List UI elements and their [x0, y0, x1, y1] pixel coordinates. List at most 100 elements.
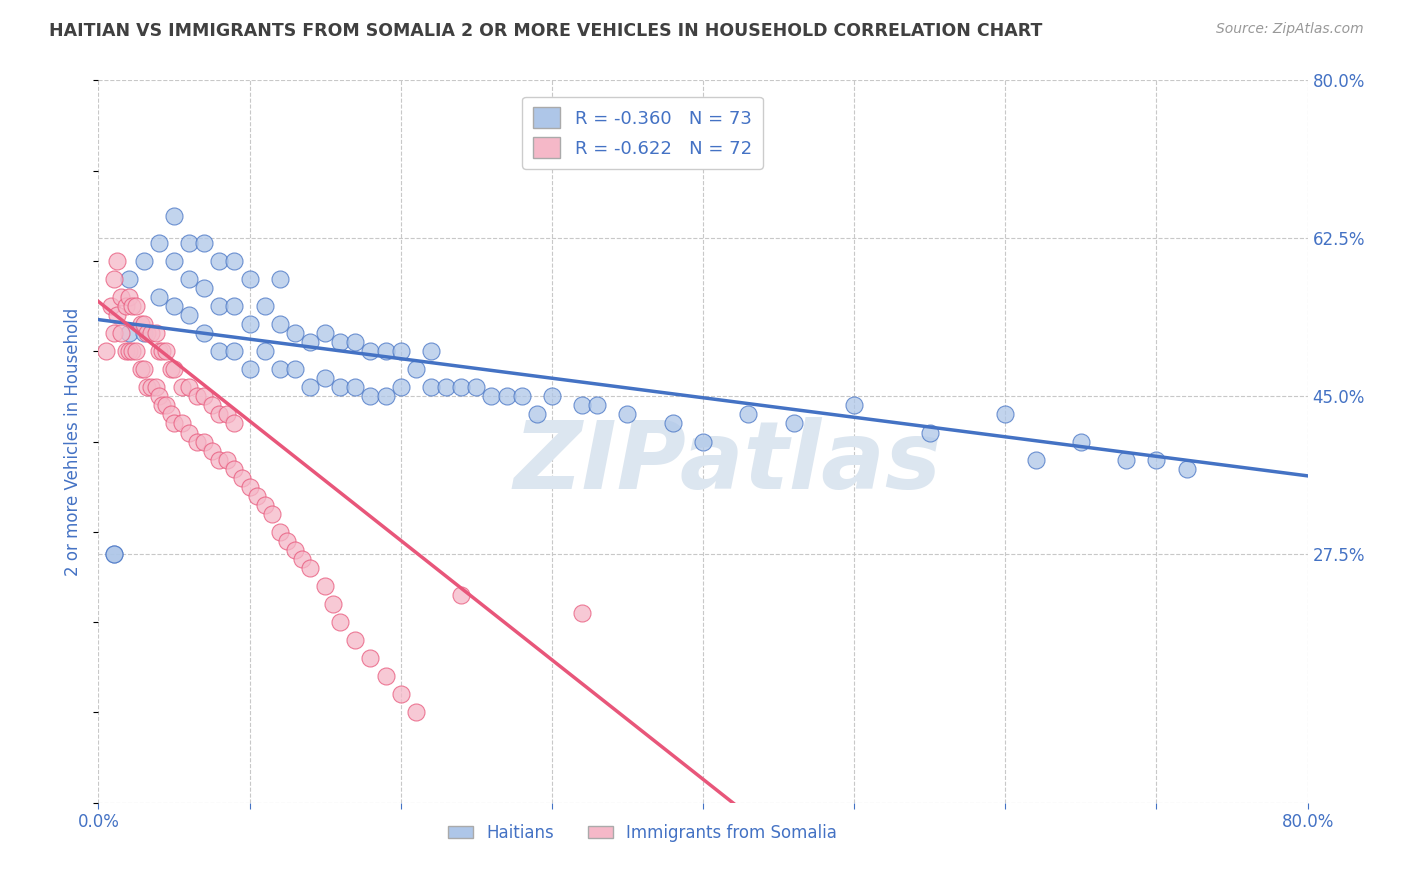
Point	[132, 326, 155, 340]
Point	[118, 344, 141, 359]
Point	[571, 398, 593, 412]
Point	[1175, 461, 1198, 475]
Point	[208, 344, 231, 359]
Point	[141, 380, 163, 394]
Point	[193, 389, 215, 403]
Point	[118, 326, 141, 340]
Point	[329, 380, 352, 394]
Point	[360, 389, 382, 403]
Point	[118, 290, 141, 304]
Point	[193, 235, 215, 250]
Point	[179, 380, 201, 394]
Point	[160, 362, 183, 376]
Point	[374, 389, 396, 403]
Point	[145, 326, 167, 340]
Point	[586, 398, 609, 412]
Point	[208, 452, 231, 467]
Point	[170, 380, 193, 394]
Point	[186, 389, 208, 403]
Point	[103, 548, 125, 562]
Point	[405, 706, 427, 720]
Point	[314, 326, 336, 340]
Point	[148, 344, 170, 359]
Point	[262, 507, 284, 521]
Point	[510, 389, 533, 403]
Point	[783, 417, 806, 431]
Point	[201, 443, 224, 458]
Point	[314, 579, 336, 593]
Point	[103, 548, 125, 562]
Point	[329, 335, 352, 350]
Point	[571, 606, 593, 620]
Point	[224, 299, 246, 313]
Point	[132, 254, 155, 268]
Point	[110, 326, 132, 340]
Point	[193, 326, 215, 340]
Point	[179, 425, 201, 440]
Point	[299, 561, 322, 575]
Point	[114, 299, 136, 313]
Point	[186, 434, 208, 449]
Point	[103, 326, 125, 340]
Point	[231, 471, 253, 485]
Point	[135, 326, 157, 340]
Point	[145, 380, 167, 394]
Point	[526, 408, 548, 422]
Point	[160, 408, 183, 422]
Point	[163, 417, 186, 431]
Point	[121, 344, 143, 359]
Point	[616, 408, 638, 422]
Point	[481, 389, 503, 403]
Point	[179, 308, 201, 322]
Point	[163, 254, 186, 268]
Point	[420, 380, 443, 394]
Point	[360, 344, 382, 359]
Point	[389, 687, 412, 701]
Point	[132, 317, 155, 331]
Point	[918, 425, 941, 440]
Point	[1070, 434, 1092, 449]
Text: HAITIAN VS IMMIGRANTS FROM SOMALIA 2 OR MORE VEHICLES IN HOUSEHOLD CORRELATION C: HAITIAN VS IMMIGRANTS FROM SOMALIA 2 OR …	[49, 22, 1043, 40]
Point	[737, 408, 759, 422]
Point	[239, 362, 262, 376]
Point	[420, 344, 443, 359]
Point	[434, 380, 457, 394]
Point	[148, 290, 170, 304]
Point	[114, 344, 136, 359]
Point	[135, 380, 157, 394]
Point	[239, 317, 262, 331]
Point	[103, 272, 125, 286]
Y-axis label: 2 or more Vehicles in Household: 2 or more Vehicles in Household	[65, 308, 83, 575]
Point	[224, 254, 246, 268]
Point	[155, 344, 177, 359]
Point	[1024, 452, 1046, 467]
Point	[495, 389, 517, 403]
Point	[314, 371, 336, 385]
Point	[246, 489, 269, 503]
Point	[224, 344, 246, 359]
Point	[389, 380, 412, 394]
Point	[253, 498, 276, 512]
Point	[193, 434, 215, 449]
Point	[844, 398, 866, 412]
Point	[208, 254, 231, 268]
Point	[201, 398, 224, 412]
Point	[291, 552, 314, 566]
Point	[215, 452, 238, 467]
Point	[284, 542, 307, 557]
Point	[284, 326, 307, 340]
Point	[129, 317, 152, 331]
Point	[163, 362, 186, 376]
Point	[150, 398, 173, 412]
Point	[150, 344, 173, 359]
Point	[193, 281, 215, 295]
Point	[269, 317, 291, 331]
Point	[299, 335, 322, 350]
Point	[299, 380, 322, 394]
Point	[163, 299, 186, 313]
Text: ZIPatlas: ZIPatlas	[513, 417, 941, 509]
Point	[208, 408, 231, 422]
Point	[692, 434, 714, 449]
Text: Source: ZipAtlas.com: Source: ZipAtlas.com	[1216, 22, 1364, 37]
Point	[132, 362, 155, 376]
